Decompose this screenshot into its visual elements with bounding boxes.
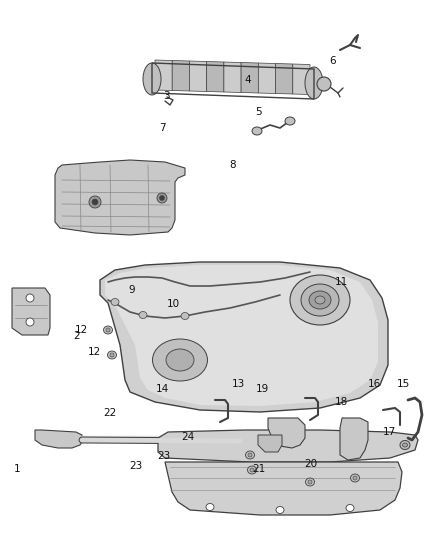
Text: 6: 6: [329, 56, 336, 66]
Text: 11: 11: [335, 278, 348, 287]
Ellipse shape: [248, 453, 252, 457]
Polygon shape: [258, 435, 282, 452]
Polygon shape: [155, 60, 172, 91]
Text: 19: 19: [256, 384, 269, 394]
Ellipse shape: [346, 505, 354, 512]
Ellipse shape: [305, 67, 323, 99]
Ellipse shape: [252, 127, 262, 135]
Ellipse shape: [107, 351, 117, 359]
Ellipse shape: [166, 349, 194, 371]
Text: 23: 23: [129, 462, 142, 471]
Text: 17: 17: [383, 427, 396, 437]
Polygon shape: [340, 418, 368, 460]
Ellipse shape: [290, 275, 350, 325]
Ellipse shape: [106, 328, 110, 332]
Ellipse shape: [110, 353, 114, 357]
Text: 23: 23: [158, 451, 171, 461]
Polygon shape: [12, 288, 50, 335]
Ellipse shape: [400, 440, 410, 449]
Ellipse shape: [139, 311, 147, 319]
Ellipse shape: [301, 284, 339, 316]
Polygon shape: [293, 64, 310, 94]
Text: 16: 16: [368, 379, 381, 389]
Text: 5: 5: [255, 107, 262, 117]
Text: 24: 24: [182, 432, 195, 442]
Polygon shape: [55, 160, 185, 235]
Ellipse shape: [250, 468, 254, 472]
Polygon shape: [224, 62, 241, 93]
Text: 7: 7: [159, 123, 166, 133]
Text: 8: 8: [229, 160, 236, 170]
Text: 12: 12: [88, 347, 101, 357]
Polygon shape: [35, 430, 82, 448]
Ellipse shape: [403, 443, 407, 447]
Text: 15: 15: [396, 379, 410, 389]
Ellipse shape: [157, 193, 167, 203]
Ellipse shape: [247, 466, 257, 474]
Ellipse shape: [181, 312, 189, 319]
Text: 18: 18: [335, 398, 348, 407]
Polygon shape: [190, 61, 207, 92]
Text: 12: 12: [74, 326, 88, 335]
Ellipse shape: [276, 506, 284, 513]
Text: 3: 3: [163, 91, 170, 101]
Polygon shape: [268, 418, 305, 448]
Ellipse shape: [285, 117, 295, 125]
Polygon shape: [276, 63, 293, 94]
Polygon shape: [100, 262, 388, 412]
Ellipse shape: [246, 451, 254, 459]
Text: 2: 2: [73, 331, 80, 341]
Polygon shape: [258, 63, 276, 93]
Ellipse shape: [350, 474, 360, 482]
Ellipse shape: [143, 63, 161, 95]
Text: 14: 14: [155, 384, 169, 394]
Ellipse shape: [159, 196, 165, 200]
Polygon shape: [172, 61, 190, 91]
Ellipse shape: [152, 339, 208, 381]
Text: 10: 10: [166, 299, 180, 309]
Polygon shape: [207, 61, 224, 92]
Polygon shape: [165, 462, 402, 515]
Ellipse shape: [353, 476, 357, 480]
Text: 4: 4: [244, 75, 251, 85]
Text: 9: 9: [128, 286, 135, 295]
Text: 1: 1: [14, 464, 21, 474]
Ellipse shape: [103, 326, 113, 334]
Ellipse shape: [26, 294, 34, 302]
Polygon shape: [241, 62, 258, 93]
Ellipse shape: [305, 478, 314, 486]
Polygon shape: [105, 265, 378, 406]
Ellipse shape: [308, 480, 312, 484]
Ellipse shape: [309, 291, 331, 309]
Ellipse shape: [317, 77, 331, 91]
Text: 20: 20: [304, 459, 318, 469]
Text: 13: 13: [232, 379, 245, 389]
Ellipse shape: [315, 296, 325, 304]
Ellipse shape: [111, 298, 119, 305]
Text: 21: 21: [252, 464, 265, 474]
Ellipse shape: [206, 504, 214, 511]
Polygon shape: [158, 430, 418, 462]
Text: 22: 22: [103, 408, 116, 418]
Ellipse shape: [92, 199, 98, 205]
Ellipse shape: [26, 318, 34, 326]
Ellipse shape: [89, 196, 101, 208]
